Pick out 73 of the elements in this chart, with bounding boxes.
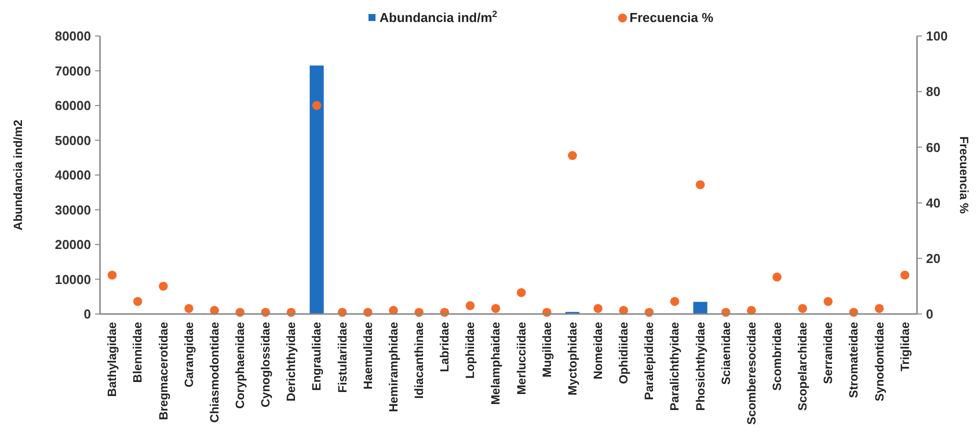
x-tick-label: Cynoglossidae: [258, 322, 273, 408]
x-tick-label: Paralichthyidae: [668, 322, 682, 411]
bar: [693, 302, 708, 314]
point: [798, 304, 808, 313]
point: [210, 306, 219, 315]
y-tick-label: 50000: [54, 132, 91, 148]
x-tick-label: Scomberesocidae: [744, 322, 758, 425]
point: [874, 304, 884, 313]
x-tick-label: Ophidiidae: [616, 322, 631, 384]
point: [312, 101, 322, 110]
x-tick-label: Paralepididae: [642, 322, 656, 400]
y-tick-label: 10000: [54, 272, 91, 287]
x-tick-label: Carangidae: [182, 322, 196, 388]
point: [594, 304, 602, 313]
point: [619, 306, 628, 315]
legend-label: Abundancia ind/m$^{2}$: [380, 9, 498, 25]
x-tick-label: Coryphaenidae: [233, 322, 247, 409]
x-tick-label: Phosichthyidae: [693, 322, 708, 411]
x-tick-label: Scopelarchidae: [796, 322, 810, 411]
y2-tick-label: 80: [926, 84, 940, 100]
point: [133, 296, 142, 306]
x-tick-label: Stromateidae: [846, 322, 861, 398]
x-tick-label: Labridae: [438, 322, 452, 372]
x-tick-label: Blenniidae: [130, 322, 145, 383]
x-tick-label: Lophiidae: [463, 322, 478, 379]
x-tick-label: Nomeidae: [591, 322, 605, 380]
point: [568, 151, 577, 160]
legend-label: Frecuencia %: [630, 10, 714, 25]
point: [824, 296, 833, 306]
point: [516, 288, 526, 298]
x-tick-label: Mugilidae: [540, 322, 554, 378]
y2-tick-label: 0: [926, 306, 934, 322]
point: [184, 304, 194, 313]
point: [696, 180, 705, 190]
x-tick-label: Haemulidae: [360, 322, 375, 390]
y-tick-label: 20000: [54, 237, 91, 252]
y2-tick-label: 60: [926, 140, 940, 155]
point: [900, 270, 910, 280]
x-tick-label: Idiacanthinae: [412, 322, 426, 399]
y-tick-label: 0: [84, 306, 91, 322]
y-tick-label: 70000: [54, 63, 91, 78]
y-tick-label: 30000: [54, 202, 91, 218]
point: [466, 301, 475, 310]
x-tick-label: Engraulidae: [310, 322, 324, 391]
x-tick-label: Fistulariidae: [335, 322, 350, 393]
y2-tick-label: 20: [926, 250, 940, 266]
point: [108, 270, 117, 280]
x-tick-label: Bregmacerotidae: [156, 322, 170, 420]
y-tick-label: 80000: [54, 28, 91, 44]
x-tick-label: Sciaenidae: [718, 322, 733, 385]
x-tick-label: Myctophidae: [565, 322, 580, 396]
x-tick-label: Hemiramphidae: [386, 322, 400, 412]
x-tick-label: Scombridae: [770, 322, 784, 391]
point: [388, 306, 398, 315]
y2-tick-label: 100: [926, 28, 948, 44]
x-tick-label: Merlucciidae: [514, 322, 528, 395]
y-tick-label: 60000: [54, 98, 91, 114]
point: [670, 296, 680, 306]
point: [772, 272, 782, 282]
y2-tick-label: 40: [926, 195, 940, 210]
x-tick-label: Derichthyidae: [284, 322, 298, 402]
point: [158, 282, 168, 291]
point: [491, 304, 500, 313]
x-tick-label: Triglidae: [898, 322, 912, 372]
bar: [310, 66, 324, 314]
y2-axis-title: Frecuencia %: [957, 136, 971, 214]
x-tick-label: Melamphaidae: [488, 322, 503, 405]
x-tick-label: Chiasmodontidae: [207, 322, 222, 423]
y-tick-label: 40000: [54, 168, 91, 183]
x-tick-label: Serranidae: [821, 322, 836, 384]
x-tick-label: Synodontidae: [872, 322, 886, 402]
x-tick-label: Bathylagidae: [105, 322, 120, 397]
y-axis-title: Abundancia ind/m2: [11, 119, 25, 230]
